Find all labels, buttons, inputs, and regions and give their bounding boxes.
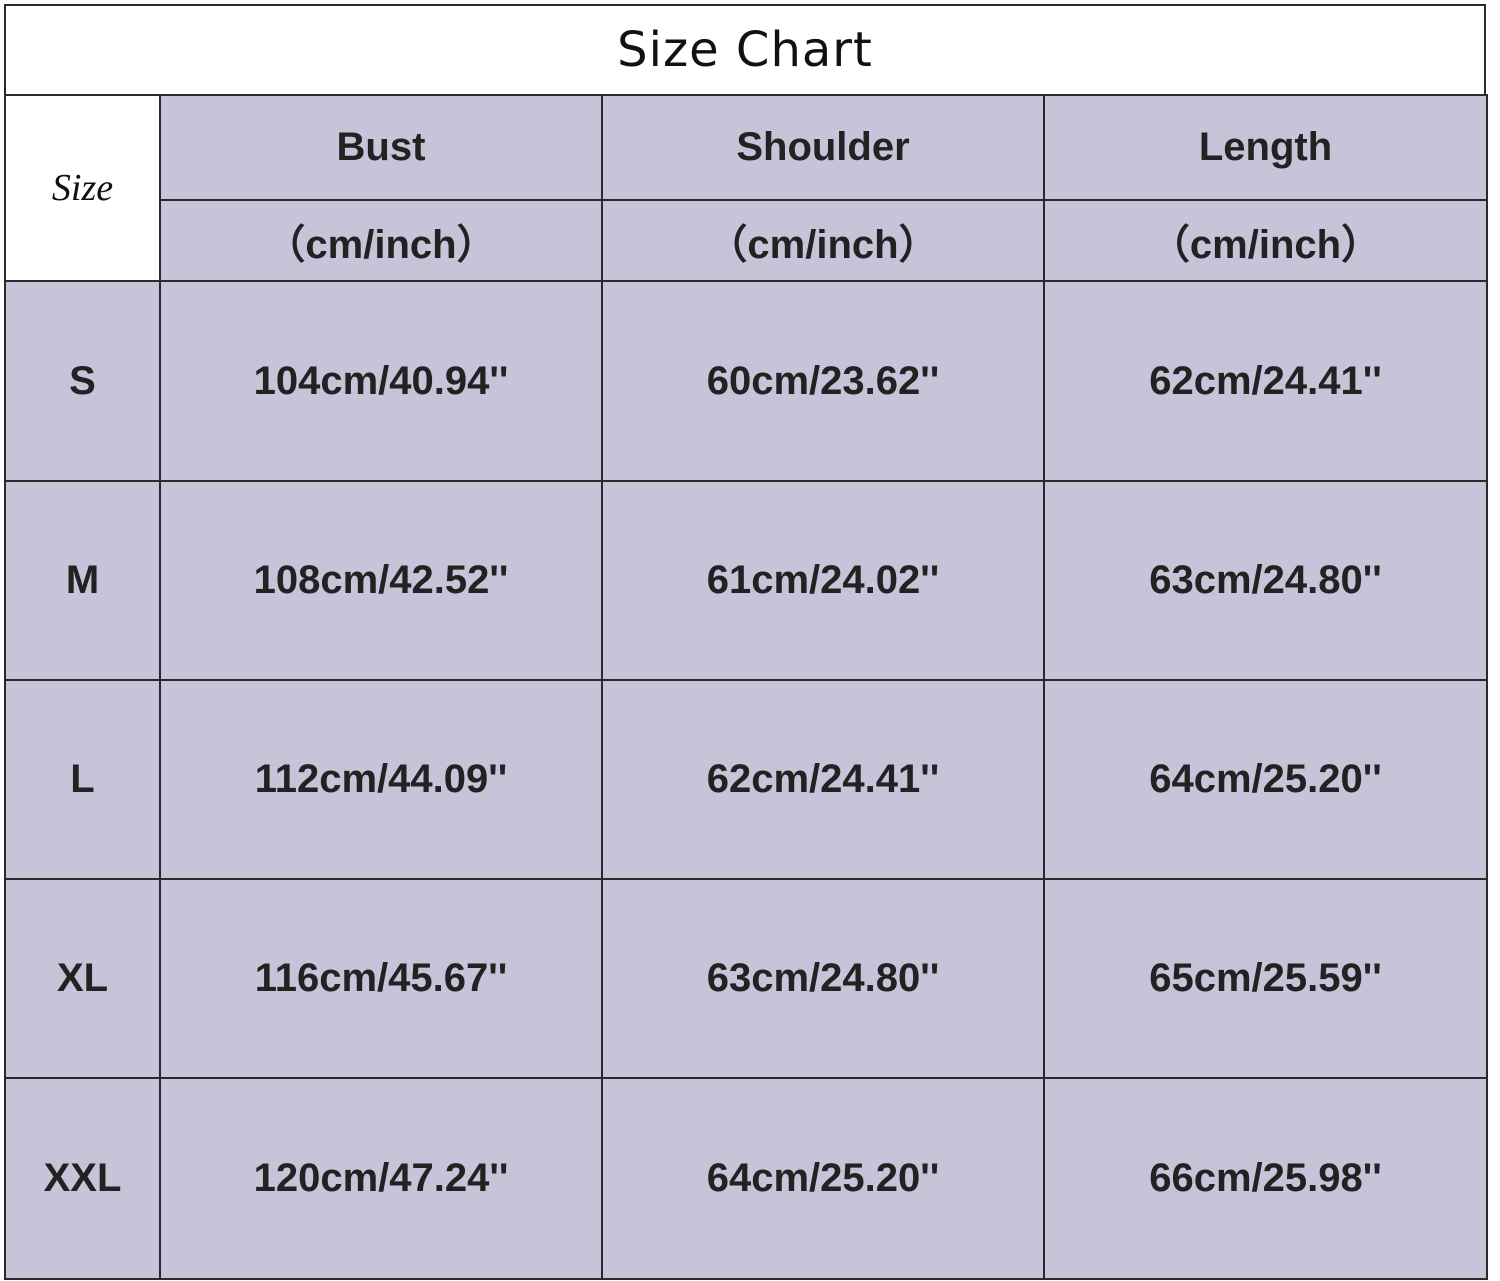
table-cell-text: 64cm/25.20'' bbox=[1149, 757, 1382, 801]
table-cell-text: 66cm/25.98'' bbox=[1149, 1156, 1382, 1200]
size-label: L bbox=[4, 679, 161, 880]
size-label: XXL bbox=[4, 1077, 161, 1280]
table-cell: 63cm/24.80'' bbox=[1043, 480, 1488, 681]
table-cell: 62cm/24.41'' bbox=[601, 679, 1045, 880]
table-cell-text: 61cm/24.02'' bbox=[706, 558, 940, 602]
column-header-bust: Bust bbox=[159, 94, 603, 201]
size-label-text: M bbox=[65, 558, 100, 602]
column-header-length: Length bbox=[1043, 94, 1488, 201]
size-label-text: XXL bbox=[43, 1156, 122, 1200]
table-cell: 104cm/40.94'' bbox=[159, 280, 603, 482]
table-cell-text: 62cm/24.41'' bbox=[706, 757, 940, 801]
table-cell: 112cm/44.09'' bbox=[159, 679, 603, 880]
table-cell: 116cm/45.67'' bbox=[159, 878, 603, 1079]
column-unit-text: （cm/inch） bbox=[707, 222, 939, 267]
size-header-text: Size bbox=[51, 167, 114, 209]
size-label: S bbox=[4, 280, 161, 482]
size-header: Size bbox=[4, 94, 161, 282]
table-cell: 63cm/24.80'' bbox=[601, 878, 1045, 1079]
table-cell-text: 63cm/24.80'' bbox=[706, 956, 940, 1000]
chart-title: Size Chart bbox=[4, 4, 1486, 96]
column-header-bust-text: Bust bbox=[336, 125, 426, 169]
size-label-text: S bbox=[69, 358, 96, 403]
table-cell-text: 120cm/47.24'' bbox=[253, 1156, 509, 1200]
table-cell-text: 60cm/23.62'' bbox=[706, 358, 940, 403]
table-cell-text: 63cm/24.80'' bbox=[1149, 558, 1382, 602]
table-cell-text: 108cm/42.52'' bbox=[253, 558, 509, 602]
table-cell-text: 62cm/24.41'' bbox=[1149, 358, 1382, 403]
column-header-shoulder: Shoulder bbox=[601, 94, 1045, 201]
chart-title-text: Size Chart bbox=[617, 22, 873, 78]
size-label-text: L bbox=[70, 757, 95, 801]
table-cell: 60cm/23.62'' bbox=[601, 280, 1045, 482]
table-cell: 120cm/47.24'' bbox=[159, 1077, 603, 1280]
column-unit: （cm/inch） bbox=[601, 199, 1045, 282]
size-label: XL bbox=[4, 878, 161, 1079]
column-unit-text: （cm/inch） bbox=[1149, 222, 1382, 267]
size-label: M bbox=[4, 480, 161, 681]
table-cell: 65cm/25.59'' bbox=[1043, 878, 1488, 1079]
table-cell-text: 112cm/44.09'' bbox=[254, 757, 508, 801]
column-header-length-text: Length bbox=[1198, 125, 1333, 169]
column-header-shoulder-text: Shoulder bbox=[736, 125, 910, 169]
table-cell-text: 104cm/40.94'' bbox=[253, 358, 509, 403]
table-cell: 62cm/24.41'' bbox=[1043, 280, 1488, 482]
table-cell: 64cm/25.20'' bbox=[1043, 679, 1488, 880]
table-cell-text: 116cm/45.67'' bbox=[254, 956, 508, 1000]
column-unit: （cm/inch） bbox=[159, 199, 603, 282]
column-unit-text: （cm/inch） bbox=[265, 222, 497, 267]
table-cell: 61cm/24.02'' bbox=[601, 480, 1045, 681]
table-cell-text: 65cm/25.59'' bbox=[1149, 956, 1382, 1000]
table-cell: 108cm/42.52'' bbox=[159, 480, 603, 681]
table-cell: 66cm/25.98'' bbox=[1043, 1077, 1488, 1280]
size-label-text: XL bbox=[56, 956, 109, 1000]
table-cell-text: 64cm/25.20'' bbox=[706, 1156, 940, 1200]
table-cell: 64cm/25.20'' bbox=[601, 1077, 1045, 1280]
column-unit: （cm/inch） bbox=[1043, 199, 1488, 282]
